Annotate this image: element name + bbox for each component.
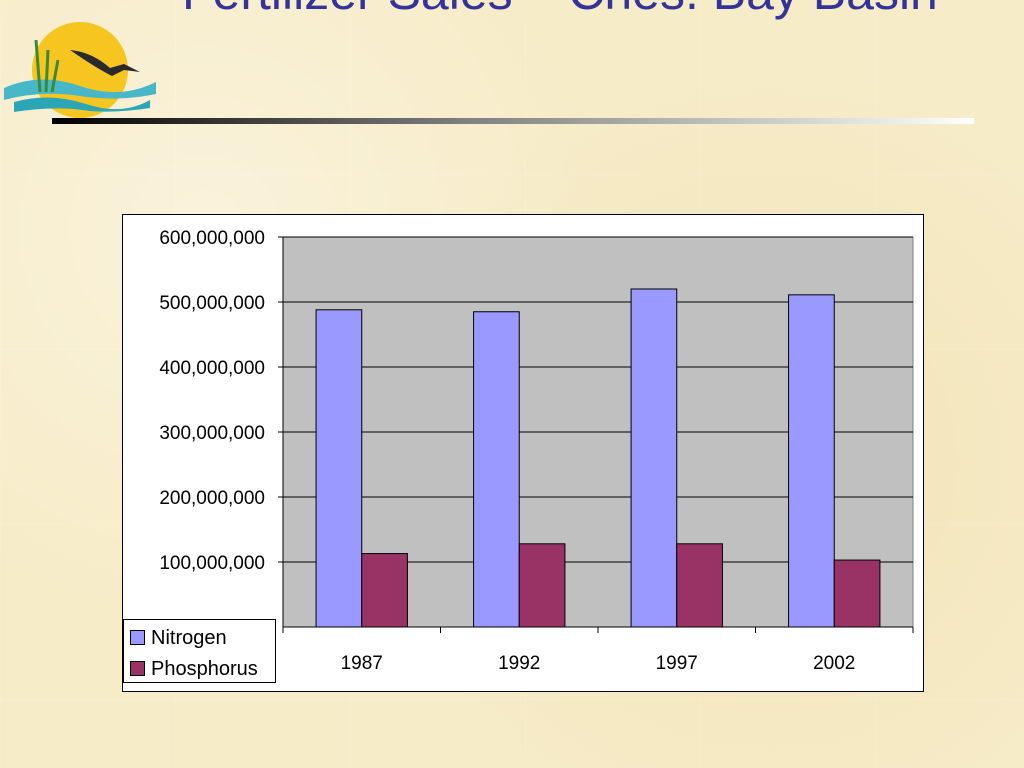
x-tick-label: 1987 bbox=[341, 653, 383, 674]
page-title: Fertilizer Sales – Ches. Bay Basin bbox=[182, 0, 1012, 20]
y-tick-label: 100,000,000 bbox=[159, 553, 265, 574]
chart-frame: 100,000,000 200,000,000 300,000,000 400,000… bbox=[122, 214, 924, 692]
legend-swatch-nitrogen bbox=[130, 629, 145, 645]
heron-icon bbox=[70, 50, 140, 76]
bar-nitrogen-1997 bbox=[630, 288, 678, 628]
y-tick-label: 200,000,000 bbox=[159, 488, 265, 509]
y-tick-label: 300,000,000 bbox=[159, 423, 265, 444]
grass-icon bbox=[34, 39, 60, 93]
legend-item-phosphorus: Phosphorus bbox=[130, 657, 258, 681]
bar-nitrogen-1987 bbox=[315, 309, 363, 628]
bar-nitrogen-2002 bbox=[788, 294, 835, 628]
bar-phosphorus-2002 bbox=[833, 559, 881, 628]
bar-phosphorus-1992 bbox=[518, 543, 566, 628]
chart-legend: Nitrogen Phosphorus bbox=[123, 619, 276, 683]
water-wave-icon bbox=[4, 79, 156, 100]
legend-swatch-phosphorus bbox=[130, 660, 145, 676]
title-underline bbox=[52, 118, 974, 124]
y-tick-label: 600,000,000 bbox=[159, 228, 265, 249]
bar-nitrogen-1992 bbox=[473, 311, 520, 628]
bar-chart: 100,000,000 200,000,000 300,000,000 400,000… bbox=[159, 228, 914, 674]
legend-item-nitrogen: Nitrogen bbox=[130, 626, 227, 650]
water-wave-icon bbox=[14, 97, 150, 112]
x-tick-label: 1992 bbox=[498, 653, 540, 674]
legend-label-nitrogen: Nitrogen bbox=[151, 627, 227, 649]
bar-phosphorus-1987 bbox=[361, 553, 408, 628]
chesapeake-bay-logo bbox=[4, 22, 156, 118]
x-tick-label: 2002 bbox=[813, 653, 855, 674]
legend-label-phosphorus: Phosphorus bbox=[151, 658, 258, 680]
x-tick-label: 1997 bbox=[656, 653, 698, 674]
y-tick-label: 400,000,000 bbox=[159, 358, 265, 379]
y-tick-label: 500,000,000 bbox=[159, 293, 265, 314]
bar-phosphorus-1997 bbox=[676, 543, 723, 628]
